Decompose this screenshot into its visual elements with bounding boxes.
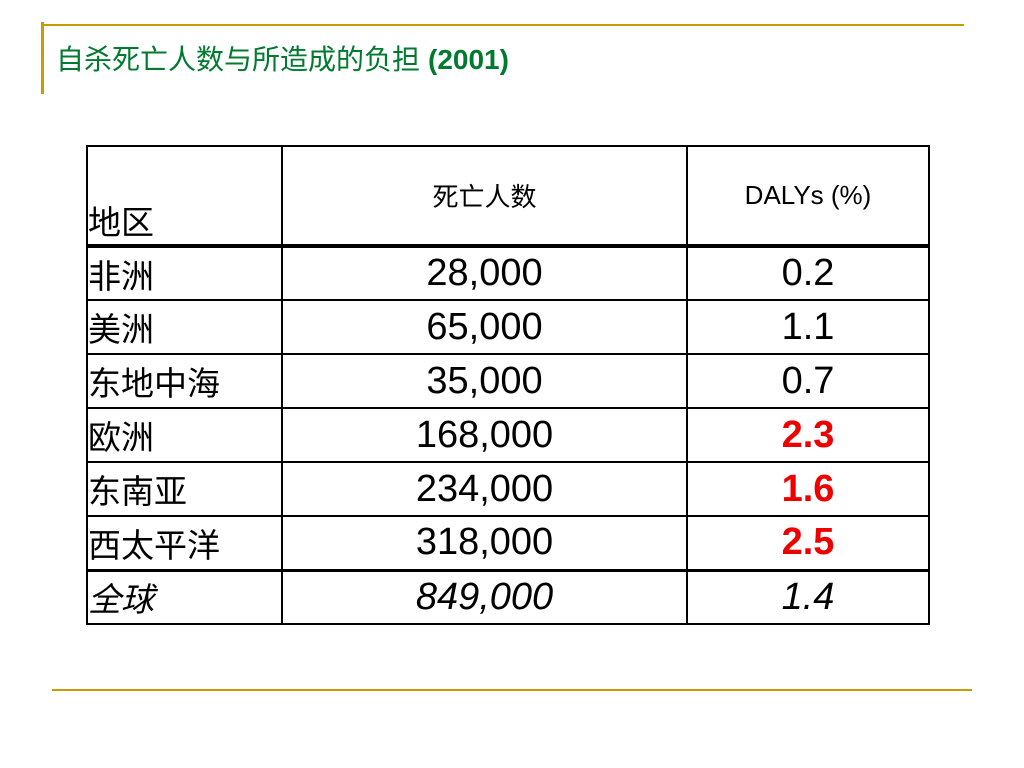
deaths-cell: 318,000 (281, 515, 688, 571)
dalys-cell-highlighted: 2.5 (686, 515, 930, 571)
region-cell: 美洲 (86, 299, 283, 355)
suicide-data-table: 地区 死亡人数 DALYs (%) 非洲 28,000 0.2 美洲 65,00… (86, 145, 930, 625)
deaths-cell: 65,000 (281, 299, 688, 355)
table-header-row: 地区 死亡人数 DALYs (%) (86, 145, 930, 248)
slide-title-text: 自杀死亡人数与所造成的负担 (56, 43, 421, 76)
slide-title-year: (2001) (428, 44, 509, 75)
deaths-cell: 234,000 (281, 461, 688, 517)
dalys-cell-highlighted: 1.6 (686, 461, 930, 517)
deaths-cell: 28,000 (281, 245, 688, 301)
top-accent-line (41, 24, 964, 26)
total-region-cell: 全球 (86, 568, 283, 625)
dalys-cell-highlighted: 2.3 (686, 407, 930, 463)
dalys-cell: 0.2 (686, 245, 930, 301)
table-total-row: 全球 849,000 1.4 (86, 568, 930, 625)
region-cell: 西太平洋 (86, 515, 283, 571)
region-cell: 欧洲 (86, 407, 283, 463)
slide-title: 自杀死亡人数与所造成的负担 (2001) (56, 40, 509, 80)
table-row: 西太平洋 318,000 2.5 (86, 515, 930, 571)
deaths-cell: 35,000 (281, 353, 688, 409)
table-row: 东地中海 35,000 0.7 (86, 353, 930, 409)
deaths-column-header: 死亡人数 (281, 145, 688, 248)
dalys-column-header: DALYs (%) (686, 145, 930, 248)
total-deaths-cell: 849,000 (281, 568, 688, 625)
region-cell: 东南亚 (86, 461, 283, 517)
table-row: 非洲 28,000 0.2 (86, 245, 930, 301)
bottom-accent-line (52, 689, 972, 691)
total-dalys-cell: 1.4 (686, 568, 930, 625)
dalys-cell: 0.7 (686, 353, 930, 409)
region-cell: 东地中海 (86, 353, 283, 409)
dalys-cell: 1.1 (686, 299, 930, 355)
table-row: 美洲 65,000 1.1 (86, 299, 930, 355)
region-column-header: 地区 (86, 145, 283, 248)
deaths-cell: 168,000 (281, 407, 688, 463)
region-cell: 非洲 (86, 245, 283, 301)
left-accent-line (41, 22, 44, 94)
table-row: 东南亚 234,000 1.6 (86, 461, 930, 517)
table-row: 欧洲 168,000 2.3 (86, 407, 930, 463)
